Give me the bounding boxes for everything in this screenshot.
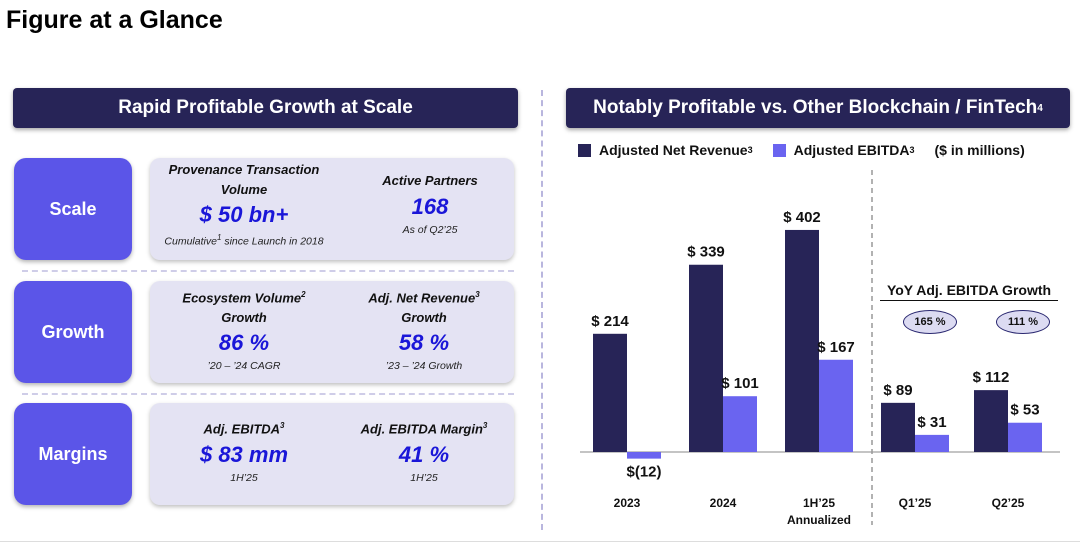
metric-label-line-2: Growth (221, 310, 267, 326)
metric-label-footnote: 3 (280, 421, 285, 430)
row-separator (22, 393, 514, 395)
metric-net-revenue-growth: Adj. Net Revenue3 Growth 58 % ’23 – ’24 … (336, 285, 512, 374)
data-label: $ 89 (883, 382, 912, 399)
metric-value: 41 % (398, 442, 450, 468)
legend-footnote: 3 (909, 145, 915, 155)
x-tick-label: Q1’25 (899, 496, 932, 510)
data-label: $ 402 (783, 209, 821, 226)
row-separator (22, 270, 514, 272)
metric-value: 86 % (218, 330, 270, 356)
data-label: $(12) (626, 464, 661, 481)
metric-label-text: Adj. EBITDA (203, 421, 281, 437)
bar-net-revenue (593, 333, 627, 452)
metric-label-line-2: Volume (220, 182, 268, 197)
data-label: $ 31 (917, 414, 946, 431)
metric-note: ’23 – ’24 Growth (385, 360, 463, 373)
metric-active-partners: Active Partners 168 As of Q2’25 (346, 170, 514, 238)
bar-net-revenue (785, 229, 819, 452)
legend-label: Adjusted Net Revenue (599, 142, 748, 158)
yoy-growth-pill-q2: 111 % (996, 310, 1050, 334)
metric-value: 58 % (398, 330, 450, 356)
left-banner: Rapid Profitable Growth at Scale (13, 88, 518, 128)
legend-swatch-purple (772, 143, 786, 157)
row-panel-growth: Ecosystem Volume2 Growth 86 % ’20 – ’24 … (150, 281, 514, 383)
metric-note-text-2: since Launch in 2018 (221, 235, 324, 248)
metric-value: $ 83 mm (199, 442, 289, 468)
metric-note: ’20 – ’24 CAGR (207, 360, 281, 373)
left-banner-text: Rapid Profitable Growth at Scale (118, 97, 413, 118)
metric-label: Provenance Transaction Volume (152, 160, 336, 200)
metric-label-text: Adj. EBITDA Margin (360, 421, 483, 437)
metric-transaction-volume: Provenance Transaction Volume $ 50 bn+ C… (152, 160, 336, 250)
metric-adj-ebitda: Adj. EBITDA3 $ 83 mm 1H’25 (152, 415, 336, 486)
bar-ebitda (915, 434, 949, 452)
bar-ebitda (819, 359, 853, 452)
data-label: $ 101 (721, 375, 759, 392)
page-bottom-rule (0, 541, 1080, 542)
page-title: Figure at a Glance (6, 6, 223, 34)
x-tick-sublabel: Annualized (787, 513, 851, 527)
right-banner-text: Notably Profitable vs. Other Blockchain … (593, 97, 1038, 118)
right-banner: Notably Profitable vs. Other Blockchain … (566, 88, 1070, 128)
metric-adj-ebitda-margin: Adj. EBITDA Margin3 41 % 1H’25 (336, 415, 512, 486)
metric-note: 1H’25 (410, 472, 438, 485)
bar-ebitda (723, 396, 757, 452)
chart-legend: Adjusted Net Revenue 3 Adjusted EBITDA 3 (… (578, 142, 1045, 158)
metric-note-footnote: 1 (216, 233, 222, 242)
x-tick-label: 1H’25 (803, 496, 835, 510)
bar-net-revenue (881, 402, 915, 452)
legend-swatch-navy (578, 143, 591, 157)
vertical-divider (541, 90, 543, 530)
metric-label-text: Adj. Net Revenue (368, 290, 476, 306)
legend-label: Adjusted EBITDA (793, 142, 910, 158)
metric-label: Ecosystem Volume2 Growth (152, 285, 336, 328)
metric-label-text: Ecosystem Volume (182, 290, 302, 306)
metric-label: Adj. Net Revenue3 Growth (336, 285, 512, 328)
metric-label: Adj. EBITDA Margin3 (336, 415, 512, 440)
yoy-growth-title: YoY Adj. EBITDA Growth (880, 282, 1058, 301)
legend-item-net-revenue: Adjusted Net Revenue 3 (578, 142, 753, 158)
bar-net-revenue (689, 264, 723, 452)
metric-label: Active Partners (382, 173, 478, 188)
bar-ebitda (1008, 422, 1042, 452)
row-panel-margins: Adj. EBITDA3 $ 83 mm 1H’25 Adj. EBITDA M… (150, 403, 514, 505)
metric-label: Adj. EBITDA3 (152, 415, 336, 440)
legend-units: ($ in millions) (934, 142, 1025, 158)
x-tick-label: 2023 (614, 496, 641, 510)
legend-footnote: 3 (747, 145, 753, 155)
metric-label-footnote: 3 (482, 421, 488, 430)
data-label: $ 112 (973, 369, 1010, 386)
metric-value: $ 50 bn+ (199, 202, 289, 227)
bar-ebitda (627, 452, 661, 459)
metric-label-line-1: Provenance Transaction (168, 162, 320, 177)
metric-note: 1H’25 (230, 472, 258, 485)
bar-net-revenue (974, 390, 1008, 452)
x-tick-label: 2024 (710, 496, 737, 510)
data-label: $ 339 (687, 244, 725, 261)
data-label: $ 53 (1010, 402, 1039, 419)
metric-ecosystem-volume: Ecosystem Volume2 Growth 86 % ’20 – ’24 … (152, 285, 336, 374)
metric-note: Cumulative1 since Launch in 2018 (152, 230, 336, 250)
right-banner-footnote: 4 (1037, 102, 1043, 114)
row-label-margins: Margins (14, 403, 132, 505)
metric-note: As of Q2’25 (402, 224, 458, 236)
metric-label-line-2: Growth (401, 310, 447, 326)
data-label: $ 167 (817, 339, 855, 356)
row-label-scale: Scale (14, 158, 132, 260)
row-label-growth: Growth (14, 281, 132, 383)
metric-note-text: Cumulative (164, 235, 217, 248)
metric-label-footnote: 2 (301, 290, 306, 299)
yoy-growth-pill-q1: 165 % (903, 310, 957, 334)
row-panel-scale: Provenance Transaction Volume $ 50 bn+ C… (150, 158, 514, 260)
data-label: $ 214 (591, 313, 629, 330)
bar-chart: $ 214 $(12) 2023 $ 339 $ 101 2024 $ 402 $ 167 1H… (580, 170, 1060, 527)
metric-value: 168 (411, 194, 449, 219)
metric-label-footnote: 3 (475, 290, 480, 299)
x-tick-label: Q2’25 (992, 496, 1025, 510)
legend-item-ebitda: Adjusted EBITDA 3 (772, 142, 915, 158)
